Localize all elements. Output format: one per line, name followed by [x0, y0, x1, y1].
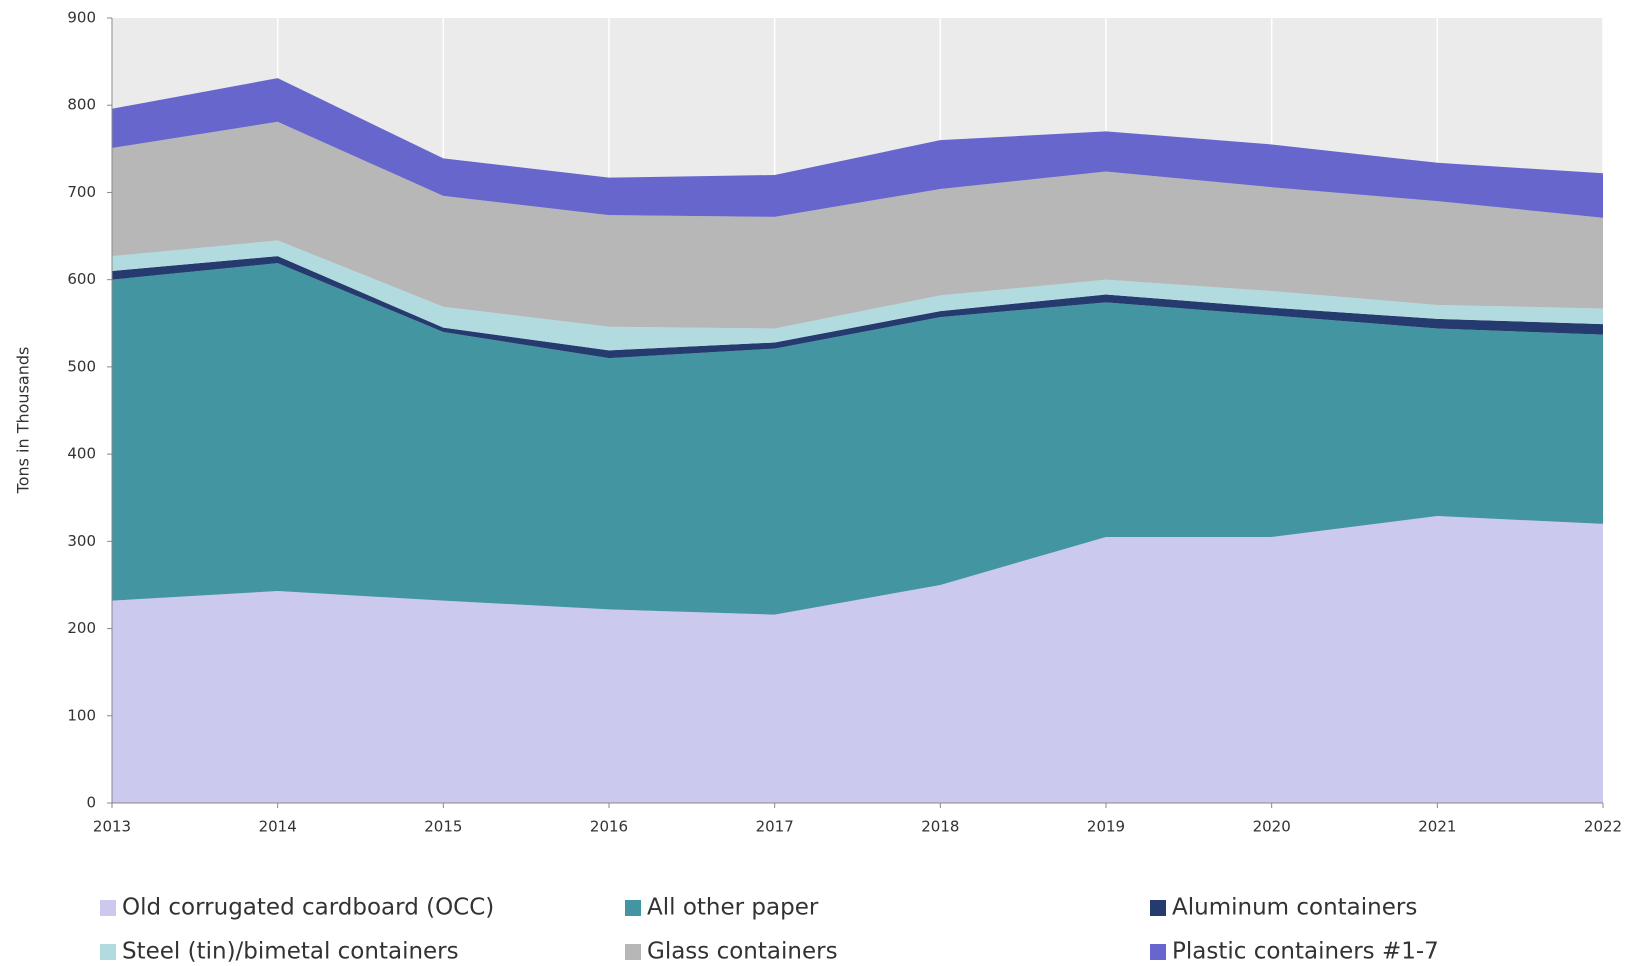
area [112, 240, 1603, 351]
y-tick-label: 400 [67, 445, 96, 463]
x-tick-label: 2017 [756, 818, 794, 836]
x-tick-label: 2013 [93, 818, 131, 836]
x-tick-label: 2018 [921, 818, 959, 836]
x-tick-label: 2015 [424, 818, 462, 836]
area [112, 78, 1603, 218]
y-tick-label: 300 [67, 532, 96, 550]
legend-label: Old corrugated cardboard (OCC) [122, 895, 494, 921]
legend-swatch [1150, 900, 1166, 916]
x-tick-label: 2014 [259, 818, 297, 836]
area [112, 263, 1603, 615]
area [112, 121, 1603, 329]
x-tick-label: 2021 [1418, 818, 1456, 836]
x-tick-label: 2019 [1087, 818, 1125, 836]
legend-swatch [1150, 944, 1166, 960]
area [112, 516, 1603, 803]
legend-swatch [100, 900, 116, 916]
x-tick-label: 2016 [590, 818, 628, 836]
y-axis-label: Tons in Thousands [14, 347, 33, 495]
legend-swatch [625, 900, 641, 916]
legend-label: Plastic containers #1-7 [1172, 939, 1439, 965]
y-tick-label: 900 [67, 9, 96, 27]
y-tick-label: 700 [67, 183, 96, 201]
legend-label: All other paper [647, 895, 819, 921]
y-tick-label: 600 [67, 270, 96, 288]
y-tick-label: 200 [67, 619, 96, 637]
y-tick-label: 0 [86, 794, 96, 812]
legend-label: Glass containers [647, 939, 838, 965]
legend-swatch [100, 944, 116, 960]
x-tick-label: 2022 [1584, 818, 1622, 836]
legend-swatch [625, 944, 641, 960]
legend-label: Aluminum containers [1172, 895, 1417, 921]
x-tick-label: 2020 [1253, 818, 1291, 836]
y-tick-label: 500 [67, 357, 96, 375]
legend-label: Steel (tin)/bimetal containers [122, 939, 459, 965]
y-tick-label: 100 [67, 706, 96, 724]
y-tick-label: 800 [67, 96, 96, 114]
